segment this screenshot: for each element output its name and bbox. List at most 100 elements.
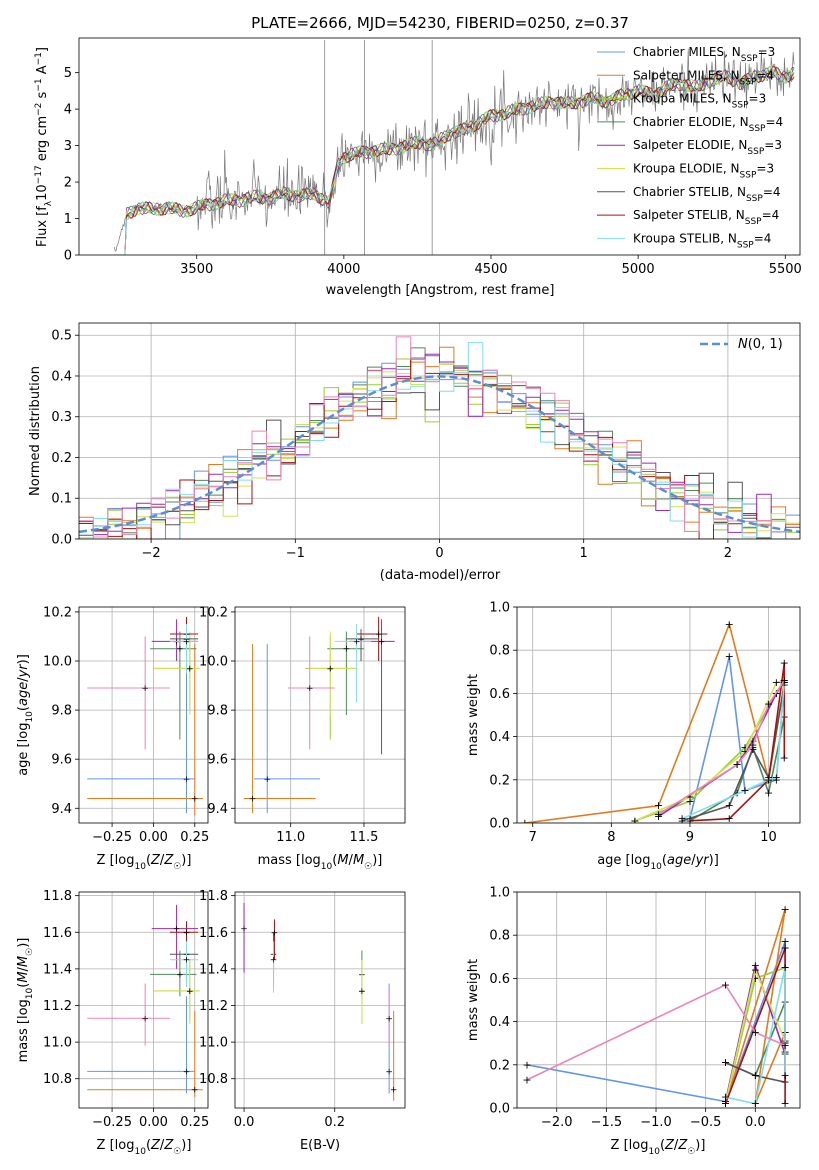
y-axis-label: mass weight: [466, 959, 481, 1041]
data-point: +: [654, 799, 663, 812]
plot-area: [79, 323, 800, 539]
histogram-9: [79, 336, 800, 539]
weight-line-5: [634, 679, 785, 822]
weight-line-9: [658, 679, 785, 816]
data-point: +: [780, 935, 789, 948]
data-point: +: [191, 1086, 199, 1096]
plot-area: ++++++++++++++++++++++++++++++++++++ ++++…: [517, 607, 800, 830]
data-point: +: [183, 637, 191, 647]
axes-frame: [234, 606, 406, 824]
legend-entry: Salpeter MILES, NSSP=4: [633, 68, 774, 87]
x-axis-label: Z [log10(Z/Z☉)]: [97, 1138, 192, 1157]
data-point: +: [748, 739, 757, 752]
histogram-4: [79, 353, 800, 539]
y-tick-label: 11.2: [43, 999, 72, 1014]
data-point: +: [721, 1056, 730, 1069]
y-tick-label: 9.8: [207, 704, 228, 719]
data-point: +: [520, 817, 529, 830]
x-tick-label: 0.25: [180, 1115, 209, 1130]
y-tick-label: 9.4: [207, 802, 228, 817]
y-tick-label: 0.0: [489, 1102, 510, 1117]
y-tick-label: 10.8: [43, 1072, 72, 1087]
plot-area: ++++++++++++++++++++++++++ +++++++ +++++++: [517, 892, 800, 1108]
data-point: +: [654, 810, 663, 823]
x-tick-label: 0.0: [234, 1115, 255, 1130]
y-tick-label: 0.8: [489, 929, 510, 944]
model-line-5: [114, 68, 795, 255]
data-point: +: [780, 1039, 789, 1052]
y-tick-label: 0.1: [51, 492, 72, 507]
data-point: +: [173, 925, 181, 935]
data-point: +: [751, 963, 760, 976]
x-tick-label: 2: [724, 546, 732, 561]
x-axis-label: wavelength [Angstrom, rest frame]: [326, 283, 555, 298]
legend-entry: Kroupa ELODIE, NSSP=3: [633, 162, 774, 181]
y-axis-label: Normed distribution: [28, 366, 43, 496]
x-tick-label: 5000: [622, 262, 655, 277]
y-tick-label: 11.4: [199, 962, 228, 977]
data-point: +: [173, 637, 181, 647]
chart-title: PLATE=2666, MJD=54230, FIBERID=0250, z=0…: [251, 14, 629, 32]
plot-age-vs-Z: ++++++++++ −0.25 0.00 0.25 9.4 9.6 9.8 10.0 10.2: [43, 605, 209, 845]
x-tick-label: 11.5: [349, 830, 378, 845]
data-point: +: [780, 942, 789, 955]
data-point: +: [751, 959, 760, 972]
y-tick-label: 0.2: [51, 451, 72, 466]
data-point: +: [630, 814, 639, 827]
y-tick-label: 5: [64, 66, 72, 81]
y-tick-label: 0.6: [489, 972, 510, 987]
legend-entry: Chabrier STELIB, NSSP=4: [633, 185, 781, 204]
data-point: +: [677, 812, 686, 825]
data-point: +: [751, 1026, 760, 1039]
y-tick-label: 2: [64, 176, 72, 191]
y-tick-label: 11.6: [199, 926, 228, 941]
data-point: +: [721, 978, 730, 991]
y-tick-label: 11.4: [43, 962, 72, 977]
legend-entry: Chabrier ELODIE, NSSP=4: [633, 115, 783, 134]
data-point: +: [270, 956, 278, 966]
data-point: +: [343, 645, 351, 655]
data-point: +: [685, 814, 694, 827]
data-point: +: [751, 1069, 760, 1082]
data-point: +: [306, 684, 314, 694]
data-point: +: [685, 795, 694, 808]
data-point: +: [725, 618, 734, 631]
plot-area: ++++++++++: [235, 892, 405, 1108]
data-point: +: [751, 972, 760, 985]
x-tick-label: 4500: [474, 262, 507, 277]
y-tick-label: 3: [64, 139, 72, 154]
data-point: +: [764, 773, 773, 786]
y-axis-label: Flux [fλ10−17 erg cm−2 s−1 A−1]: [34, 47, 54, 247]
data-point: +: [249, 794, 257, 804]
data-point: +: [780, 942, 789, 955]
x-tick-label: 0.25: [180, 830, 209, 845]
y-tick-label: 10.8: [199, 1072, 228, 1087]
x-tick-label: −0.5: [690, 1115, 722, 1130]
data-point: +: [733, 786, 742, 799]
data-point: +: [725, 650, 734, 663]
x-axis-label: age [log10(age/yr)]: [597, 853, 719, 872]
x-tick-label: 8: [607, 830, 615, 845]
weight-line-9: [526, 983, 786, 1081]
y-axis-label: age [log10(age/yr)]: [16, 654, 35, 776]
y-axis-label: mass [log10(M/M☉)]: [16, 938, 35, 1063]
y-tick-label: 11.8: [199, 889, 228, 904]
plot-age-vs-mass: ++++++++++ 11.0 11.5 9.4 9.6 9.8 10.0 10.2: [199, 605, 406, 845]
data-point: +: [780, 903, 789, 916]
data-point: +: [772, 771, 781, 784]
data-point: +: [183, 928, 191, 938]
data-point: +: [748, 743, 757, 756]
y-tick-label: 11.0: [43, 1036, 72, 1051]
data-point: +: [772, 773, 781, 786]
x-tick-label: 9: [686, 830, 694, 845]
y-tick-label: 10.0: [199, 655, 228, 670]
data-point: +: [780, 676, 789, 689]
data-point: +: [780, 961, 789, 974]
y-axis-label: mass weight: [466, 674, 481, 756]
legend-entry: Salpeter ELODIE, NSSP=3: [633, 138, 782, 157]
data-point: +: [353, 637, 361, 647]
weight-line-3: [689, 717, 786, 822]
plot-spectrum: 3500 4000 4500 5000 5500 0 1 2 3 4 5 Chabrier MILES…: [64, 37, 802, 277]
x-axis-label: Z [log10(Z/Z☉)]: [611, 1138, 706, 1157]
data-point: +: [780, 752, 789, 765]
